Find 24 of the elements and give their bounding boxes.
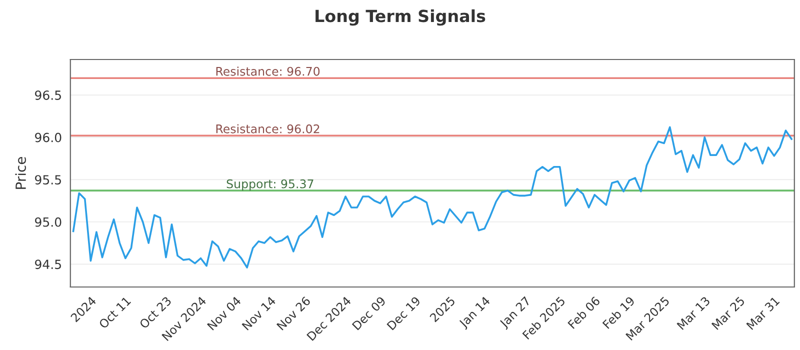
x-tick-label: Nov 26 [276,296,311,331]
x-tick-label: Mar 13 [676,296,710,330]
ref-line-label: Resistance: 96.70 [216,66,320,76]
x-tick-label: Feb 06 [567,296,601,330]
chart-title: Long Term Signals [316,9,486,26]
x-tick-label: Mar 25 [711,296,746,330]
y-tick-label: 95.0 [35,217,62,227]
ref-line-label: Resistance: 96.02 [216,124,320,134]
y-tick-label: 95.5 [35,175,61,185]
x-tick-label: Jan 14 [458,296,492,330]
x-tick-label: Oct 23 [138,296,172,330]
line-series [72,126,792,268]
x-tick-label: Feb 19 [602,296,636,330]
x-tick-label: Oct 11 [98,296,132,330]
x-tick-label: Nov 14 [242,296,276,331]
x-tick-label: Nov 04 [206,296,242,331]
y-tick-label: 94.5 [35,260,61,270]
x-tick-label: Dec 19 [386,296,421,330]
ref-line-label: Support: 95.37 [226,179,314,191]
y-tick-label: 96.0 [35,132,62,142]
y-tick-label: 96.5 [35,90,61,100]
x-tick-label: Dec 09 [352,296,386,330]
x-tick-label: Mar 31 [746,296,780,330]
y-axis-title: Price [15,157,26,189]
